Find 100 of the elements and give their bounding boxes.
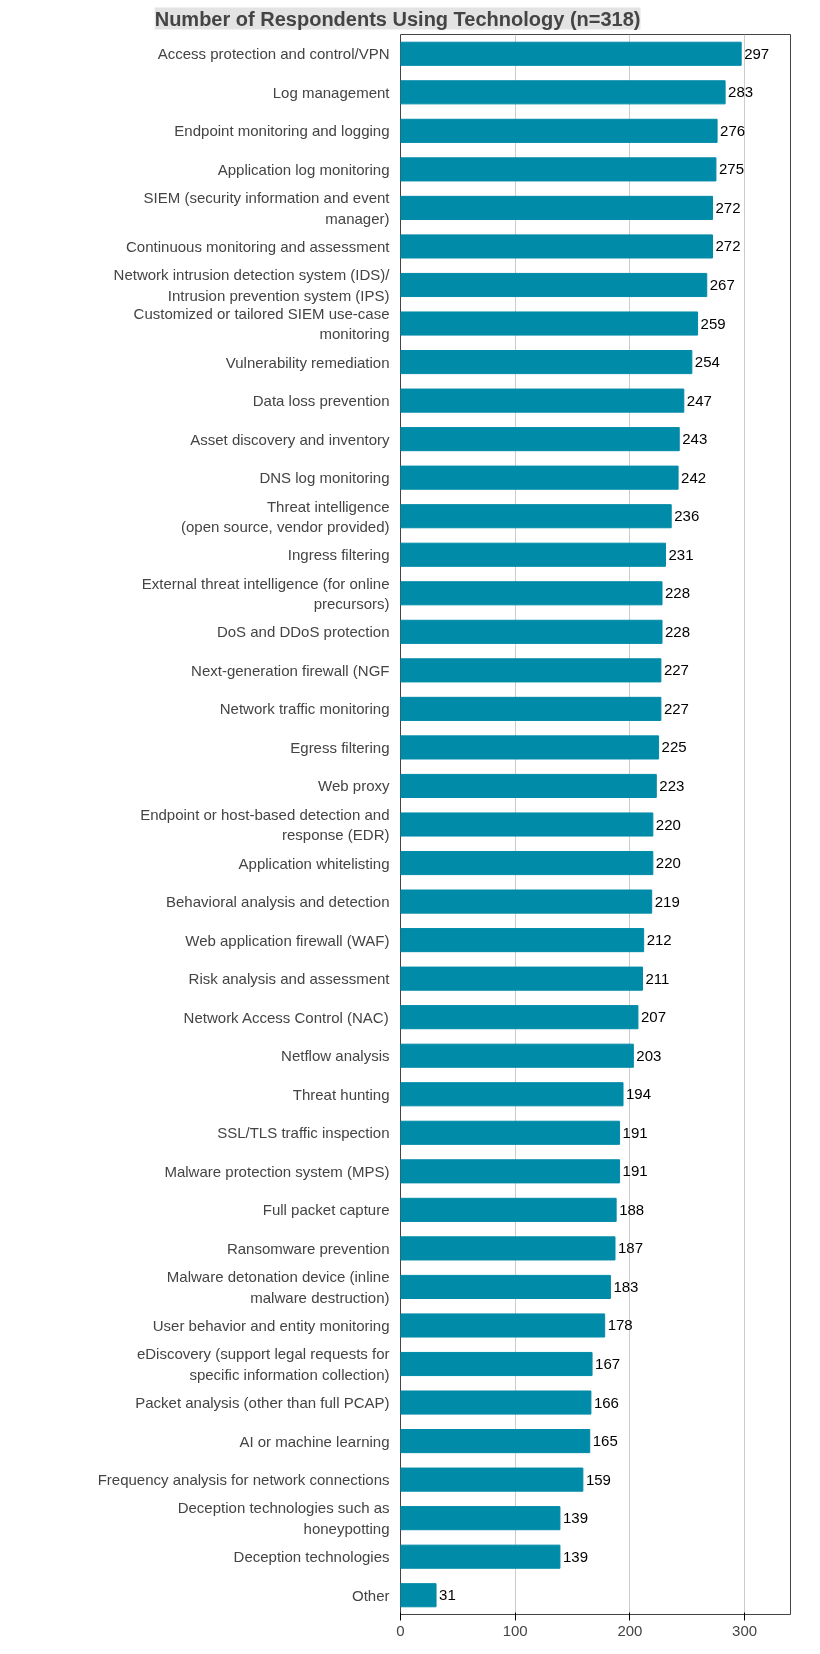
- y-tick-label: External threat intelligence (for online precursors): [141, 574, 390, 612]
- data-label: 297: [744, 44, 770, 62]
- data-label: 219: [654, 892, 680, 910]
- bar: [400, 1043, 634, 1068]
- data-label: 272: [715, 237, 741, 255]
- data-label: 183: [613, 1277, 639, 1295]
- bar: [400, 80, 726, 105]
- bar: [400, 1197, 617, 1222]
- bar: [400, 1351, 593, 1377]
- y-tick-label: Deception technologies such as honeypotting: [177, 1499, 390, 1537]
- data-label: 139: [562, 1509, 588, 1527]
- y-tick-label: Ransomware prevention: [226, 1239, 390, 1257]
- data-label: 203: [636, 1046, 662, 1064]
- bar: [400, 696, 662, 721]
- data-label: 231: [668, 545, 694, 563]
- y-tick-label: Network traffic monitoring: [219, 700, 390, 718]
- bar: [400, 1120, 621, 1145]
- data-label: 178: [607, 1316, 633, 1334]
- data-label: 276: [720, 121, 746, 139]
- bar: [400, 427, 680, 452]
- y-tick-label: Risk analysis and assessment: [188, 970, 391, 988]
- y-tick-label: Log management: [272, 83, 391, 101]
- y-tick-label: Network Access Control (NAC): [183, 1008, 389, 1026]
- y-tick-label: Asset discovery and inventory: [190, 430, 390, 448]
- bar: [400, 1467, 584, 1492]
- bar: [400, 1313, 606, 1338]
- data-label: 191: [622, 1162, 648, 1180]
- data-label: 187: [618, 1239, 644, 1257]
- y-tick-label: Netflow analysis: [281, 1047, 390, 1065]
- bar: [400, 1082, 624, 1107]
- y-tick-label: DNS log monitoring: [259, 469, 390, 487]
- bar: [400, 1236, 616, 1261]
- x-tick-label: 100: [502, 1621, 528, 1639]
- data-label: 167: [595, 1355, 621, 1373]
- y-tick-label: Malware protection system (MPS): [164, 1162, 390, 1180]
- y-tick-label: Web application firewall (WAF): [185, 931, 390, 949]
- y-tick-label: Packet analysis (other than full PCAP): [135, 1394, 390, 1412]
- bar: [400, 812, 654, 837]
- y-tick-label: Threat hunting: [292, 1085, 390, 1103]
- bar: [400, 1429, 591, 1454]
- y-tick-label: Egress filtering: [290, 738, 390, 756]
- data-label: 272: [715, 198, 741, 216]
- y-tick-label: Full packet capture: [262, 1201, 390, 1219]
- data-label: 283: [728, 83, 754, 101]
- y-tick-label: User behavior and entity monitoring: [152, 1316, 390, 1334]
- data-label: 194: [626, 1085, 652, 1103]
- y-tick-label: Continuous monitoring and assessment: [126, 237, 391, 255]
- y-tick-label: Frequency analysis for network connections: [97, 1471, 390, 1489]
- data-label: 236: [674, 507, 700, 525]
- y-tick-label: SSL/TLS traffic inspection: [217, 1124, 390, 1142]
- data-label: 220: [655, 815, 681, 833]
- x-tick-label: 0: [396, 1621, 405, 1639]
- data-label: 223: [659, 776, 685, 794]
- y-tick-label: Customized or tailored SIEM use-case monitoring: [133, 304, 390, 343]
- bar: [400, 1583, 437, 1608]
- data-label: 259: [700, 314, 726, 332]
- data-label: 166: [593, 1393, 619, 1411]
- y-tick-label: Web proxy: [318, 777, 390, 795]
- data-label: 139: [562, 1547, 588, 1565]
- bar: [400, 850, 654, 876]
- bar: [400, 1544, 561, 1569]
- x-tick-label: 300: [732, 1621, 758, 1639]
- y-tick-label: Other: [351, 1586, 390, 1604]
- data-label: 31: [439, 1586, 456, 1604]
- bar: [400, 581, 663, 606]
- y-tick-label: eDiscovery (support legal requests for specific information collection): [136, 1345, 390, 1383]
- data-label: 243: [682, 430, 708, 448]
- data-label: 207: [640, 1008, 666, 1026]
- data-label: 275: [718, 160, 744, 178]
- bar: [400, 157, 717, 182]
- y-tick-label: DoS and DDoS protection: [216, 623, 390, 641]
- y-tick-label: Endpoint or host-based detection and response (EDR): [140, 805, 390, 844]
- bar: [400, 118, 718, 143]
- y-tick-label: Application log monitoring: [217, 160, 390, 178]
- data-label: 225: [661, 738, 687, 756]
- y-tick-label: Ingress filtering: [287, 546, 390, 564]
- y-tick-label: Threat intelligence (open source, vendor provided): [181, 497, 390, 535]
- y-tick-label: Behavioral analysis and detection: [166, 893, 390, 911]
- y-tick-label: SIEM (security information and event manager): [143, 189, 391, 227]
- data-label: 267: [709, 275, 735, 293]
- data-label: 212: [646, 931, 672, 949]
- data-label: 211: [645, 969, 670, 987]
- bar: [400, 1159, 621, 1184]
- y-tick-label: AI or machine learning: [239, 1432, 390, 1450]
- bar: [400, 195, 713, 220]
- bar: [400, 928, 645, 953]
- bar: [400, 1506, 561, 1531]
- data-label: 227: [663, 699, 689, 717]
- bar: [400, 504, 672, 529]
- bar: [400, 234, 713, 259]
- bar: [400, 465, 679, 490]
- data-label: 242: [681, 468, 707, 486]
- bar: [400, 1005, 639, 1030]
- data-label: 228: [665, 584, 691, 602]
- bar: [400, 889, 653, 914]
- y-tick-label: Next-generation firewall (NGF: [191, 661, 390, 679]
- bar: [400, 41, 742, 66]
- data-label: 247: [686, 391, 712, 409]
- data-label: 159: [585, 1470, 611, 1488]
- bar: [400, 272, 708, 298]
